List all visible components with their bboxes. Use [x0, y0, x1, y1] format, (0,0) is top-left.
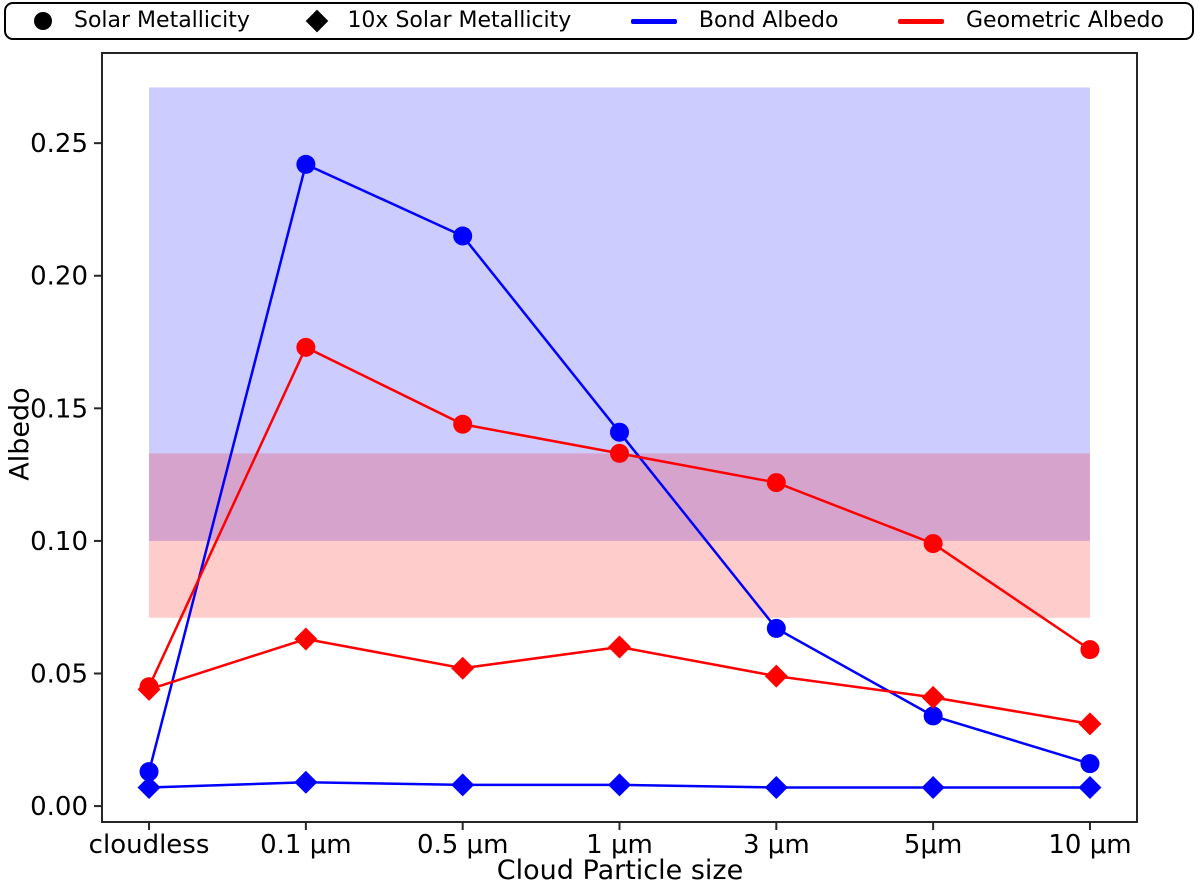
legend-label: Bond Albedo — [698, 8, 839, 33]
legend: Solar Metallicity 10x Solar Metallicity … — [4, 2, 1194, 40]
svg-text:0.05: 0.05 — [30, 660, 88, 690]
legend-item-geometric-albedo: Geometric Albedo — [898, 10, 1164, 32]
legend-item-10x-solar-metallicity: 10x Solar Metallicity — [306, 8, 572, 33]
legend-item-solar-metallicity: Solar Metallicity — [34, 10, 250, 32]
svg-text:0.25: 0.25 — [30, 129, 88, 159]
svg-text:0.15: 0.15 — [30, 394, 88, 424]
svg-text:0.10: 0.10 — [30, 527, 88, 557]
legend-label: 10x Solar Metallicity — [347, 8, 572, 33]
svg-text:0.20: 0.20 — [30, 262, 88, 292]
legend-label: Geometric Albedo — [966, 8, 1164, 33]
legend-item-bond-albedo: Bond Albedo — [630, 8, 839, 33]
svg-text:10 μm: 10 μm — [1048, 830, 1131, 860]
svg-text:1 μm: 1 μm — [586, 830, 653, 860]
circle-marker-icon — [34, 12, 52, 30]
svg-text:0.5 μm: 0.5 μm — [417, 830, 508, 860]
y-axis-label: Albedo — [4, 387, 36, 481]
blue-line-swatch-icon — [630, 18, 677, 24]
svg-text:3 μm: 3 μm — [743, 830, 810, 860]
svg-text:0.1 μm: 0.1 μm — [260, 830, 351, 860]
svg-text:cloudless: cloudless — [89, 830, 210, 860]
x-axis-label: Cloud Particle size — [496, 855, 744, 885]
legend-label: Solar Metallicity — [74, 8, 250, 33]
svg-text:0.00: 0.00 — [30, 792, 88, 822]
svg-text:5μm: 5μm — [904, 830, 962, 860]
red-line-swatch-icon — [898, 18, 944, 24]
